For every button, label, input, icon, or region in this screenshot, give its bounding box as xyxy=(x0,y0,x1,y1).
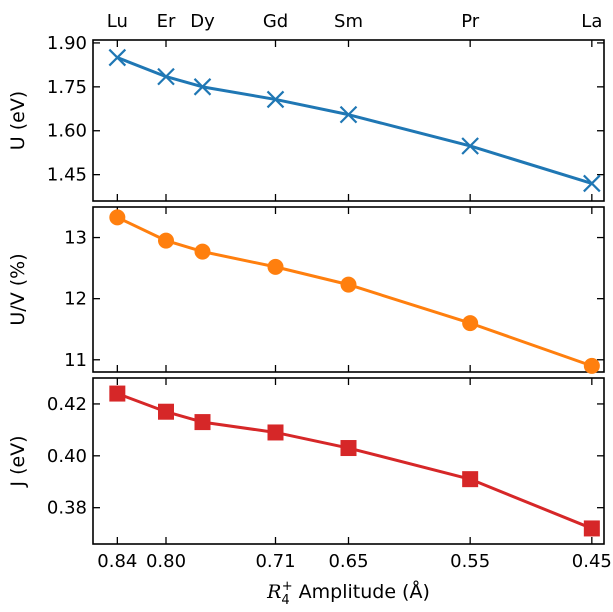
top-category-label: Er xyxy=(157,11,176,32)
x-marker xyxy=(266,90,285,109)
panel-u: 1.45 1.60 1.75 1.90 U (eV) xyxy=(7,33,605,202)
square-marker xyxy=(158,403,174,420)
square-marker xyxy=(194,414,211,431)
y-tick-label: 0.42 xyxy=(47,394,87,415)
x-marker xyxy=(583,174,601,193)
x-tick-label: 0.80 xyxy=(146,551,186,572)
x-marker xyxy=(157,67,175,86)
y-tick-label: 0.40 xyxy=(47,446,87,467)
circle-marker xyxy=(109,209,126,226)
y-tick-label: 12 xyxy=(64,289,87,310)
series-line xyxy=(116,392,593,530)
y-tick-label: 1.75 xyxy=(47,77,87,98)
y-axis-label: J (eV) xyxy=(7,435,29,487)
circle-marker xyxy=(462,315,479,332)
panel-frame xyxy=(92,39,605,202)
x-tick-label: 0.65 xyxy=(328,551,368,572)
panel-frame xyxy=(92,377,605,545)
top-category-label: Gd xyxy=(263,11,288,32)
circle-marker xyxy=(194,243,211,260)
y-tick-label: 11 xyxy=(64,350,87,371)
circle-marker xyxy=(267,258,284,275)
square-marker xyxy=(462,471,479,488)
x-tick-label: 0.55 xyxy=(450,551,490,572)
top-category-label: Sm xyxy=(334,11,363,32)
bottom-x-axis: 0.84 0.80 0.71 0.65 0.55 0.45 xyxy=(97,551,612,572)
square-marker xyxy=(340,440,357,457)
top-category-label: La xyxy=(581,11,602,32)
top-category-label: Dy xyxy=(190,11,215,32)
series-line xyxy=(116,216,593,368)
x-marker xyxy=(339,105,358,124)
y-axis-label: U (eV) xyxy=(7,91,29,150)
top-category-label: Lu xyxy=(107,11,128,32)
x-tick-label: 0.71 xyxy=(255,551,295,572)
y-tick-label: 0.38 xyxy=(47,498,87,519)
square-marker xyxy=(109,385,126,402)
y-axis-label: U/V (%) xyxy=(7,253,29,325)
circle-marker xyxy=(583,357,600,374)
panel-u-over-v: 11 12 13 U/V (%) xyxy=(7,206,605,374)
square-marker xyxy=(267,424,284,441)
top-category-label: Pr xyxy=(461,11,480,32)
y-tick-label: 13 xyxy=(64,228,87,249)
top-category-axis: Lu Er Dy Gd Sm Pr La xyxy=(107,11,603,32)
circle-marker xyxy=(340,276,357,293)
panel-j: 0.38 0.40 0.42 J (eV) xyxy=(7,377,605,545)
x-tick-label: 0.84 xyxy=(97,551,137,572)
x-axis-label: R4+ Amplitude (Å) xyxy=(266,579,430,608)
x-marker xyxy=(193,78,212,96)
circle-marker xyxy=(158,232,174,249)
square-marker xyxy=(583,520,600,537)
y-tick-label: 1.60 xyxy=(47,121,87,142)
x-marker xyxy=(461,137,479,155)
x-marker xyxy=(108,48,127,67)
y-tick-label: 1.45 xyxy=(47,165,87,186)
x-tick-label: 0.45 xyxy=(572,551,612,572)
y-tick-label: 1.90 xyxy=(47,33,87,54)
